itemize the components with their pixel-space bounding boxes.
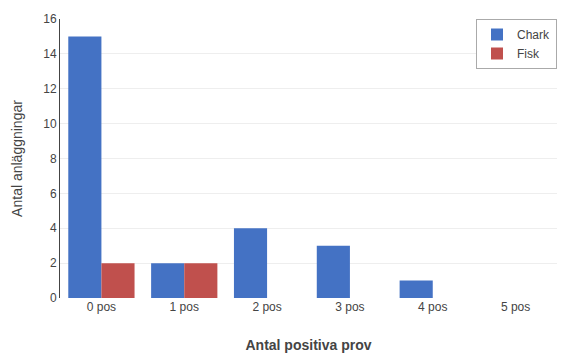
svg-text:10: 10 bbox=[43, 117, 57, 131]
svg-text:2: 2 bbox=[50, 256, 57, 270]
svg-text:Antal positiva prov: Antal positiva prov bbox=[245, 337, 371, 353]
svg-text:1 pos: 1 pos bbox=[170, 300, 199, 314]
svg-text:4 pos: 4 pos bbox=[418, 300, 447, 314]
svg-text:0: 0 bbox=[50, 291, 57, 305]
svg-text:16: 16 bbox=[43, 12, 57, 26]
svg-text:Chark: Chark bbox=[517, 28, 550, 42]
svg-text:6: 6 bbox=[50, 187, 57, 201]
svg-text:0 pos: 0 pos bbox=[87, 300, 116, 314]
svg-text:3 pos: 3 pos bbox=[335, 300, 364, 314]
svg-text:Fisk: Fisk bbox=[517, 47, 540, 61]
svg-text:5 pos: 5 pos bbox=[501, 300, 530, 314]
svg-text:12: 12 bbox=[43, 82, 57, 96]
svg-text:4: 4 bbox=[50, 221, 57, 235]
svg-text:2 pos: 2 pos bbox=[252, 300, 281, 314]
svg-text:Antal anläggningar: Antal anläggningar bbox=[9, 100, 25, 217]
svg-text:14: 14 bbox=[43, 47, 57, 61]
svg-text:8: 8 bbox=[50, 152, 57, 166]
